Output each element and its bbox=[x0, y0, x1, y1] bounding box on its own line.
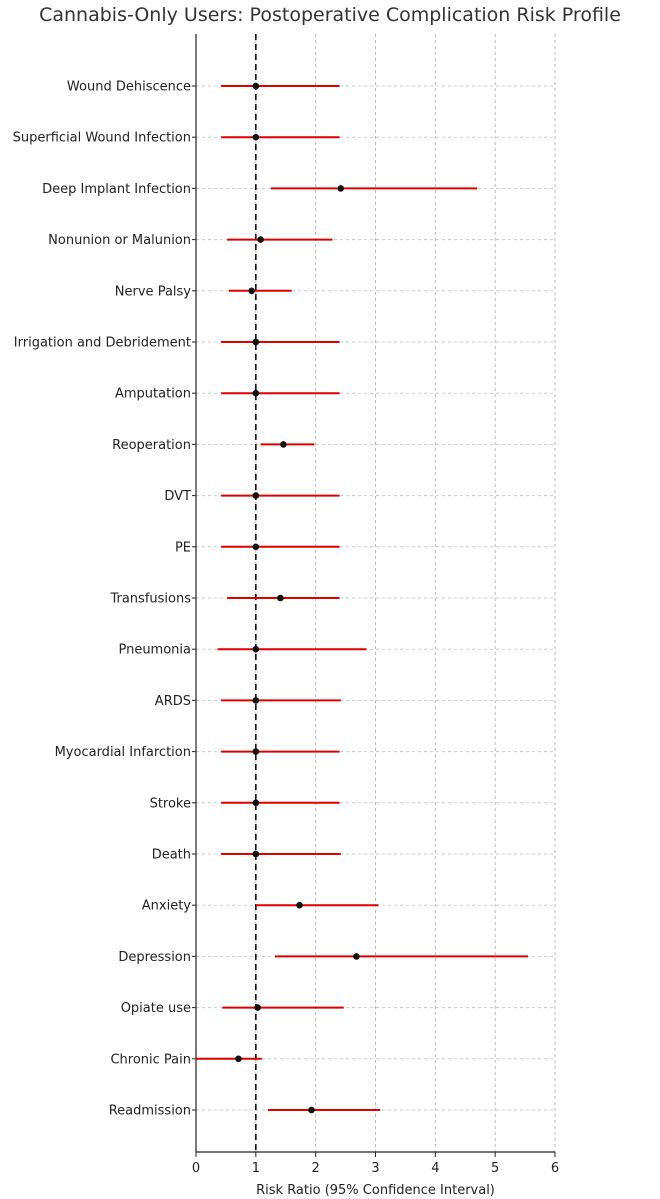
point-estimate bbox=[252, 799, 260, 807]
category-label: PE bbox=[175, 540, 191, 555]
x-tick-label: 3 bbox=[371, 1161, 379, 1176]
category-label: Transfusions bbox=[109, 592, 191, 607]
category-label: Stroke bbox=[150, 796, 191, 811]
x-axis-title: Risk Ratio (95% Confidence Interval) bbox=[256, 1183, 495, 1198]
category-label: Irrigation and Debridement bbox=[14, 336, 191, 351]
category-label: Amputation bbox=[115, 387, 191, 402]
category-label: Opiate use bbox=[121, 1001, 191, 1016]
point-estimate bbox=[252, 697, 260, 704]
category-label: Myocardial Infarction bbox=[55, 745, 191, 760]
x-tick-label: 2 bbox=[312, 1161, 320, 1176]
x-tick-label: 6 bbox=[551, 1161, 559, 1176]
axes-layer: 0 1 2 3 4 5 6 bbox=[192, 34, 559, 1176]
category-label: Death bbox=[152, 848, 191, 863]
category-label: ARDS bbox=[155, 694, 191, 709]
point-estimate bbox=[252, 338, 260, 346]
x-tick-label: 5 bbox=[491, 1161, 499, 1176]
point-estimate bbox=[252, 133, 260, 141]
category-label: DVT bbox=[164, 489, 191, 504]
point-estimate bbox=[337, 185, 345, 192]
point-estimate bbox=[353, 953, 360, 960]
point-estimate bbox=[252, 492, 260, 499]
category-label: Readmission bbox=[109, 1104, 191, 1119]
point-estimate bbox=[252, 850, 260, 858]
point-estimate bbox=[254, 1004, 261, 1011]
category-label: Deep Implant Infection bbox=[42, 182, 191, 197]
point-estimate bbox=[296, 901, 303, 909]
point-estimate bbox=[235, 1055, 242, 1063]
point-estimate bbox=[248, 287, 255, 295]
point-estimate bbox=[252, 543, 260, 551]
point-estimate bbox=[252, 389, 260, 397]
category-label: Chronic Pain bbox=[110, 1052, 191, 1067]
point-estimate bbox=[280, 441, 287, 448]
category-label: Nerve Palsy bbox=[115, 284, 191, 299]
marks-layer bbox=[196, 82, 529, 1114]
category-label: Depression bbox=[118, 950, 191, 965]
point-estimate bbox=[277, 594, 284, 602]
grid-layer bbox=[196, 34, 556, 1152]
category-label: Wound Dehiscence bbox=[67, 80, 191, 95]
category-label: Reoperation bbox=[112, 438, 191, 453]
chart-title: Cannabis-Only Users: Postoperative Compl… bbox=[39, 4, 621, 26]
category-label: Superficial Wound Infection bbox=[13, 131, 191, 146]
point-estimate bbox=[252, 82, 260, 90]
category-label: Nonunion or Malunion bbox=[48, 233, 191, 248]
point-estimate bbox=[308, 1106, 315, 1114]
labels-layer: Wound Dehiscence Superficial Wound Infect… bbox=[13, 80, 192, 1119]
x-tick-label: 1 bbox=[252, 1161, 260, 1176]
x-tick-label: 0 bbox=[192, 1161, 200, 1176]
x-tick-label: 4 bbox=[431, 1161, 439, 1176]
point-estimate bbox=[252, 748, 260, 755]
point-estimate bbox=[252, 645, 260, 653]
point-estimate bbox=[257, 236, 264, 243]
category-label: Pneumonia bbox=[118, 643, 191, 658]
category-label: Anxiety bbox=[142, 899, 192, 914]
